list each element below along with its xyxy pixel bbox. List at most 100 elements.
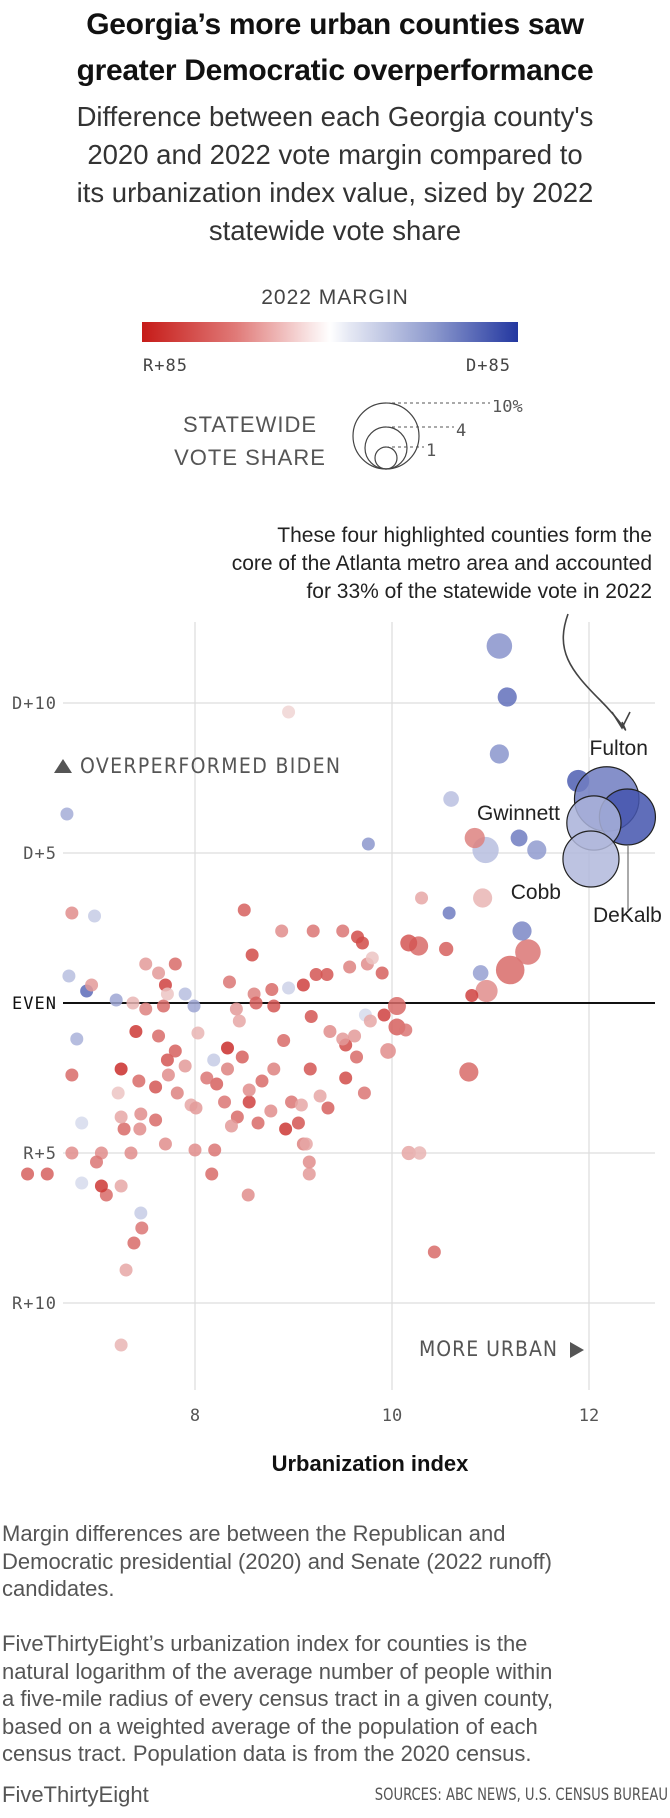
county-point[interactable] (127, 1236, 141, 1250)
county-point[interactable] (495, 955, 525, 985)
county-point[interactable] (306, 924, 320, 938)
county-point[interactable] (187, 999, 201, 1013)
county-point[interactable] (114, 1110, 128, 1124)
county-point[interactable] (40, 1167, 54, 1181)
county-point[interactable] (132, 1074, 146, 1088)
county-point[interactable] (251, 1116, 265, 1130)
county-point[interactable] (218, 1095, 232, 1109)
county-point[interactable] (527, 840, 547, 860)
county-point[interactable] (221, 1041, 235, 1055)
county-point[interactable] (351, 930, 365, 944)
county-point[interactable] (210, 1077, 224, 1091)
county-point[interactable] (512, 921, 532, 941)
county-point[interactable] (94, 1179, 108, 1193)
county-point[interactable] (336, 1032, 350, 1046)
county-point[interactable] (242, 1083, 256, 1097)
county-point[interactable] (313, 1089, 327, 1103)
county-point[interactable] (114, 1338, 128, 1352)
county-point[interactable] (158, 1137, 172, 1151)
county-point[interactable] (237, 903, 251, 917)
county-point[interactable] (401, 1145, 416, 1161)
county-point[interactable] (178, 1059, 192, 1073)
county-point[interactable] (303, 1062, 317, 1076)
county-point[interactable] (85, 978, 99, 992)
county-point[interactable] (70, 1032, 84, 1046)
county-point[interactable] (135, 1221, 149, 1235)
county-point[interactable] (139, 1002, 153, 1016)
county-point[interactable] (350, 1050, 364, 1064)
county-point[interactable] (412, 1146, 427, 1160)
county-point[interactable] (399, 1023, 413, 1037)
county-point[interactable] (339, 1071, 353, 1085)
county-point[interactable] (497, 687, 517, 707)
county-point[interactable] (60, 807, 74, 821)
county-point[interactable] (168, 1044, 182, 1058)
county-point[interactable] (114, 1179, 128, 1193)
county-point[interactable] (119, 1263, 133, 1277)
county-point[interactable] (375, 966, 389, 980)
county-point[interactable] (336, 924, 350, 938)
county-point[interactable] (188, 1143, 202, 1157)
county-point[interactable] (170, 1086, 184, 1100)
county-point[interactable] (400, 934, 418, 952)
county-point[interactable] (242, 1095, 256, 1109)
county-point[interactable] (75, 1116, 89, 1130)
county-point[interactable] (443, 791, 459, 807)
county-point[interactable] (152, 966, 166, 980)
county-point[interactable] (114, 1062, 128, 1076)
county-point[interactable] (65, 906, 79, 920)
county-point[interactable] (282, 705, 296, 719)
county-point[interactable] (361, 837, 375, 851)
county-point[interactable] (363, 1014, 377, 1028)
county-point[interactable] (134, 1107, 148, 1121)
county-point[interactable] (377, 1008, 391, 1022)
county-point[interactable] (267, 999, 281, 1013)
county-point[interactable] (200, 1071, 214, 1085)
county-point[interactable] (134, 1206, 148, 1220)
county-point[interactable] (88, 909, 102, 923)
county-point[interactable] (387, 996, 406, 1016)
county-point[interactable] (264, 1104, 278, 1118)
county-point[interactable] (380, 1043, 396, 1059)
county-point[interactable] (489, 744, 509, 764)
county-point[interactable] (291, 1116, 305, 1130)
county-point[interactable] (267, 1062, 281, 1076)
county-point[interactable] (222, 975, 236, 989)
county-point[interactable] (255, 1074, 269, 1088)
county-point[interactable] (21, 1167, 35, 1181)
county-point[interactable] (117, 1122, 131, 1136)
county-point[interactable] (472, 965, 489, 981)
county-point[interactable] (205, 1167, 219, 1181)
county-point[interactable] (235, 1050, 249, 1064)
county-point[interactable] (515, 939, 541, 965)
county-point[interactable] (348, 1029, 362, 1043)
credit-logo[interactable]: FiveThirtyEight (2, 1782, 149, 1807)
county-point[interactable] (285, 1095, 299, 1109)
county-point[interactable] (149, 1113, 163, 1127)
county-point[interactable] (221, 1062, 235, 1076)
county-point[interactable] (241, 1188, 255, 1202)
county-point[interactable] (90, 1155, 103, 1169)
county-point[interactable] (475, 979, 498, 1003)
county-point[interactable] (124, 1146, 138, 1160)
county-point[interactable] (464, 827, 485, 849)
county-point[interactable] (465, 989, 479, 1002)
county-point[interactable] (343, 960, 357, 974)
county-point[interactable] (486, 633, 513, 659)
county-point[interactable] (156, 999, 170, 1013)
county-point[interactable] (178, 987, 192, 1001)
county-point[interactable] (65, 1068, 79, 1082)
county-point[interactable] (191, 1026, 205, 1040)
county-point[interactable] (309, 968, 323, 981)
county-point[interactable] (161, 1068, 175, 1082)
county-point[interactable] (304, 1010, 318, 1023)
county-point[interactable] (160, 987, 174, 1001)
county-point[interactable] (357, 1086, 371, 1100)
county-point[interactable] (208, 1143, 222, 1157)
county-point[interactable] (323, 1025, 337, 1038)
county-point[interactable] (65, 1146, 79, 1160)
county-point-cobb[interactable] (562, 830, 620, 888)
county-point[interactable] (294, 1098, 308, 1112)
county-point[interactable] (320, 968, 334, 981)
county-point[interactable] (275, 924, 289, 938)
